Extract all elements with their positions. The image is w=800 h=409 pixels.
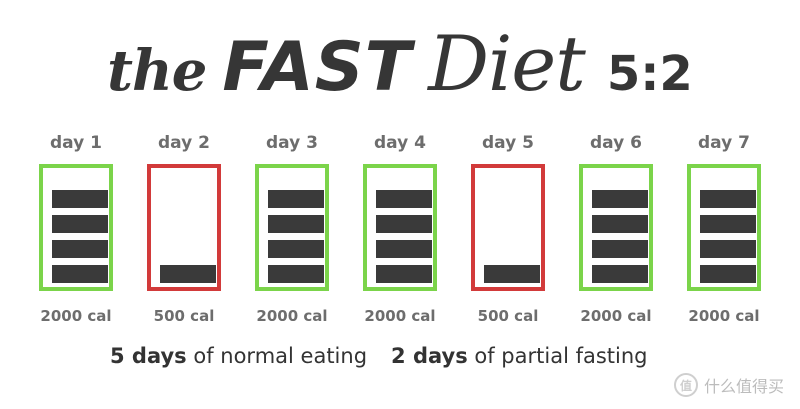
- day-column: day 3 2000 cal: [247, 130, 337, 330]
- day-column: day 5 500 cal: [463, 130, 553, 330]
- watermark-logo-icon: 值: [673, 373, 698, 397]
- day-column: day 2 500 cal: [139, 130, 229, 330]
- day-column: day 4 2000 cal: [355, 130, 445, 330]
- battery-bar: [376, 215, 432, 233]
- battery-bar: [484, 265, 540, 283]
- battery-indicator: [579, 164, 653, 291]
- battery-indicator: [39, 164, 113, 291]
- calorie-label: 500 cal: [153, 307, 215, 325]
- battery-bar: [52, 265, 108, 283]
- battery-indicator: [687, 164, 761, 291]
- title-ratio: 5:2: [606, 46, 693, 102]
- battery-bar: [700, 240, 756, 258]
- title-fast: FAST: [222, 28, 413, 107]
- day-column: day 6 2000 cal: [571, 130, 661, 330]
- day-label: day 2: [158, 133, 210, 153]
- battery-bar: [592, 265, 648, 283]
- day-label: day 7: [698, 133, 750, 153]
- watermark-text: 什么值得买: [703, 377, 784, 396]
- battery-bar: [268, 265, 324, 283]
- battery-indicator: [147, 164, 221, 291]
- day-label: day 6: [590, 133, 642, 153]
- summary-line: 5 days of normal eating 2 days of partia…: [110, 344, 750, 374]
- day-column: day 7 2000 cal: [679, 130, 769, 330]
- summary-fast-count: 2 days: [391, 344, 468, 368]
- battery-indicator: [363, 164, 437, 291]
- battery-bar: [592, 215, 648, 233]
- title-the: the: [107, 38, 207, 104]
- battery-bar: [700, 190, 756, 208]
- battery-indicator: [255, 164, 329, 291]
- battery-bar: [268, 240, 324, 258]
- title-heading: the FAST Diet 5:2: [0, 26, 800, 116]
- day-label: day 1: [50, 133, 102, 153]
- calorie-label: 2000 cal: [256, 307, 328, 325]
- day-column: day 1 2000 cal: [31, 130, 121, 330]
- calorie-label: 2000 cal: [40, 307, 112, 325]
- calorie-label: 500 cal: [477, 307, 539, 325]
- battery-bar: [268, 190, 324, 208]
- summary-fast: 2 days of partial fasting: [391, 344, 647, 368]
- battery-bar: [376, 240, 432, 258]
- day-label: day 4: [374, 133, 426, 153]
- day-label: day 3: [266, 133, 318, 153]
- battery-indicator: [471, 164, 545, 291]
- summary-normal-count: 5 days: [110, 344, 187, 368]
- battery-bar: [52, 240, 108, 258]
- battery-bar: [52, 215, 108, 233]
- battery-bar: [268, 215, 324, 233]
- summary-normal: 5 days of normal eating: [110, 344, 367, 368]
- calorie-label: 2000 cal: [580, 307, 652, 325]
- title-diet: Diet: [428, 19, 586, 108]
- battery-bar: [160, 265, 216, 283]
- summary-normal-text: of normal eating: [193, 344, 368, 368]
- calorie-label: 2000 cal: [688, 307, 760, 325]
- battery-bar: [376, 190, 432, 208]
- battery-bar: [52, 190, 108, 208]
- battery-bar: [592, 190, 648, 208]
- battery-bar: [700, 215, 756, 233]
- day-label: day 5: [482, 133, 534, 153]
- calorie-label: 2000 cal: [364, 307, 436, 325]
- battery-bar: [376, 265, 432, 283]
- days-row: day 1 2000 cal day 2 500 cal day 3 2000 …: [0, 130, 800, 330]
- watermark: 值 什么值得买: [673, 373, 784, 397]
- battery-bar: [700, 265, 756, 283]
- summary-fast-text: of partial fasting: [474, 344, 648, 368]
- battery-bar: [592, 240, 648, 258]
